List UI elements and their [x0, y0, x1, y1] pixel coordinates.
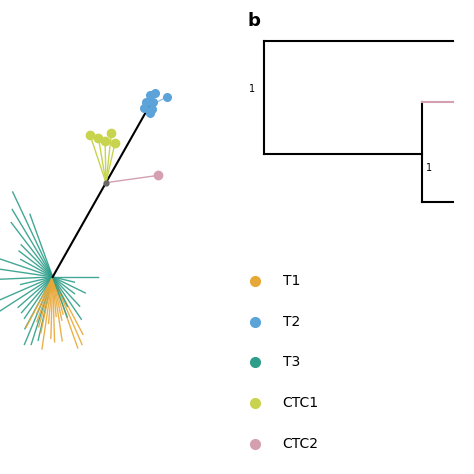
Text: 1: 1 [249, 84, 255, 94]
Text: CTC2: CTC2 [283, 437, 319, 451]
Text: T1: T1 [283, 274, 300, 288]
Text: CTC1: CTC1 [283, 396, 319, 410]
Text: b: b [247, 12, 260, 30]
Text: 1: 1 [426, 163, 432, 173]
Text: T2: T2 [283, 315, 300, 328]
Text: T3: T3 [283, 356, 300, 369]
